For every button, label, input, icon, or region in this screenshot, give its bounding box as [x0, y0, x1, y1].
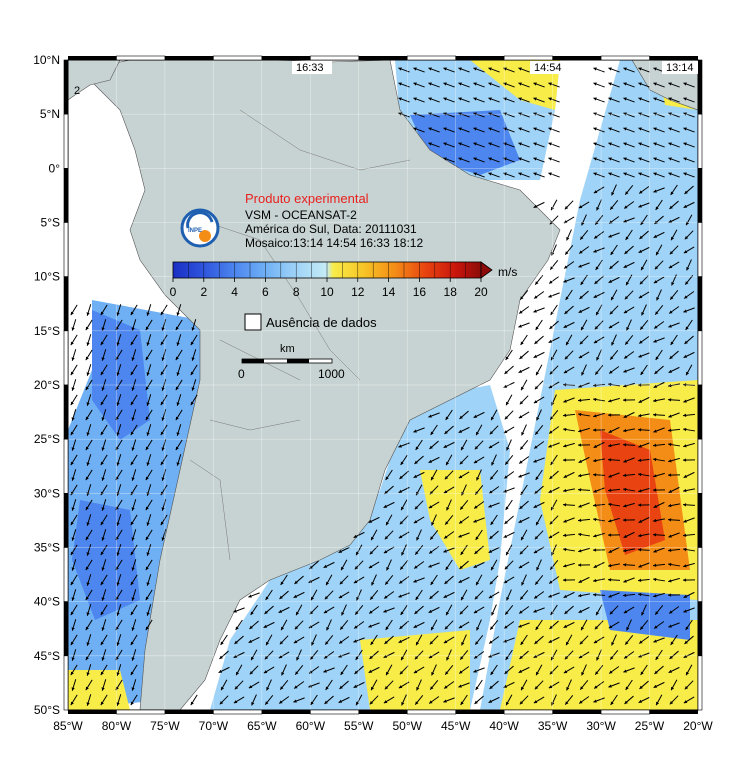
east-blue-patch — [600, 590, 690, 640]
lon-label: 25°W — [635, 719, 665, 733]
central-america-land — [68, 60, 121, 101]
lat-label: 45°S — [34, 649, 60, 663]
colorbar-tick-label: 14 — [382, 285, 396, 299]
colorbar-tick-label: 4 — [231, 285, 238, 299]
lon-label: 85°W — [53, 719, 83, 733]
colorbar-tick-label: 18 — [444, 285, 458, 299]
lon-label: 45°W — [441, 719, 471, 733]
lon-label: 65°W — [247, 719, 277, 733]
country-borders — [189, 109, 411, 561]
east-red — [600, 430, 665, 555]
lat-label: 5°N — [40, 107, 60, 121]
inpe-logo: INPE — [180, 208, 220, 248]
colorbar-tick-label: 20 — [474, 285, 488, 299]
pass-time-2: 14:54 — [534, 62, 562, 74]
colorbar-tick-label: 0 — [170, 285, 177, 299]
lat-label: 10°S — [34, 270, 60, 284]
pass-time-1: 16:33 — [296, 62, 324, 74]
longitude-labels: 85°W 80°W 75°W 70°W 65°W 60°W 55°W 50°W 45°W 40°W… — [53, 719, 713, 733]
graticule — [68, 60, 698, 710]
pacific-yellow — [68, 670, 130, 710]
lat-label: 35°S — [34, 541, 60, 555]
lon-label: 80°W — [102, 719, 132, 733]
lat-label: 0° — [49, 161, 61, 175]
south-swath-yellow — [420, 470, 490, 570]
scale-bar: km 0 1000 — [238, 343, 345, 381]
lat-label: 40°S — [34, 595, 60, 609]
lat-label: 30°S — [34, 486, 60, 500]
lon-label: 55°W — [344, 719, 374, 733]
colorbar-tick-label: 6 — [262, 285, 269, 299]
colorbar-tick-label: 10 — [320, 285, 334, 299]
scale-unit: km — [280, 343, 295, 355]
lat-label: 5°S — [41, 216, 60, 230]
colorbar-tick-label: 16 — [413, 285, 427, 299]
colorbar-ticks: 0 2 4 6 8 10 12 14 16 18 20 — [170, 278, 488, 299]
lon-label: 50°W — [392, 719, 422, 733]
instrument-title: VSM - OCEANSAT-2 — [245, 208, 357, 222]
pass-time-3: 13:14 — [666, 62, 694, 74]
region-date: América do Sul, Data: 20111031 — [245, 222, 417, 236]
map-border — [63, 55, 703, 715]
scale-end: 1000 — [318, 367, 345, 381]
mosaic-times: Mosaico:13:14 14:54 16:33 18:12 — [245, 236, 423, 250]
colorbar-tick-label: 8 — [293, 285, 300, 299]
scale-start: 0 — [238, 367, 245, 381]
latitude-labels: 10°N 5°N 0° 5°S 10°S 15°S 20°S 25°S 30°S 35°S 40°S… — [33, 53, 60, 717]
lat-label: 20°S — [34, 378, 60, 392]
lat-label: 50°S — [34, 703, 60, 717]
wind-vectors — [70, 67, 696, 706]
colorbar-tick-label: 12 — [351, 285, 365, 299]
lon-label: 35°W — [538, 719, 568, 733]
lat-label: 15°S — [34, 324, 60, 338]
lon-label: 75°W — [150, 719, 180, 733]
experimental-label: Produto experimental — [245, 191, 369, 206]
lon-label: 70°W — [199, 719, 229, 733]
lon-label: 60°W — [296, 719, 326, 733]
map-area — [68, 60, 698, 710]
no-data-swatch — [244, 313, 262, 331]
pacific-dark-patch — [92, 310, 150, 440]
no-data-label: Ausência de dados — [266, 315, 377, 330]
lon-label: 30°W — [586, 719, 616, 733]
colorbar — [172, 261, 493, 279]
lat-label: 25°S — [34, 432, 60, 446]
south-swath-yellow-2 — [360, 630, 470, 710]
corner-label: 2 — [74, 85, 80, 97]
colorbar-tick-label: 2 — [200, 285, 207, 299]
lon-label: 20°W — [683, 719, 713, 733]
colorbar-unit: m/s — [498, 265, 517, 279]
lon-label: 40°W — [489, 719, 519, 733]
logo-text: INPE — [188, 228, 202, 234]
legend: INPE Produto experimental VSM - OCEANSAT… — [170, 191, 518, 381]
lat-label: 10°N — [33, 53, 60, 67]
